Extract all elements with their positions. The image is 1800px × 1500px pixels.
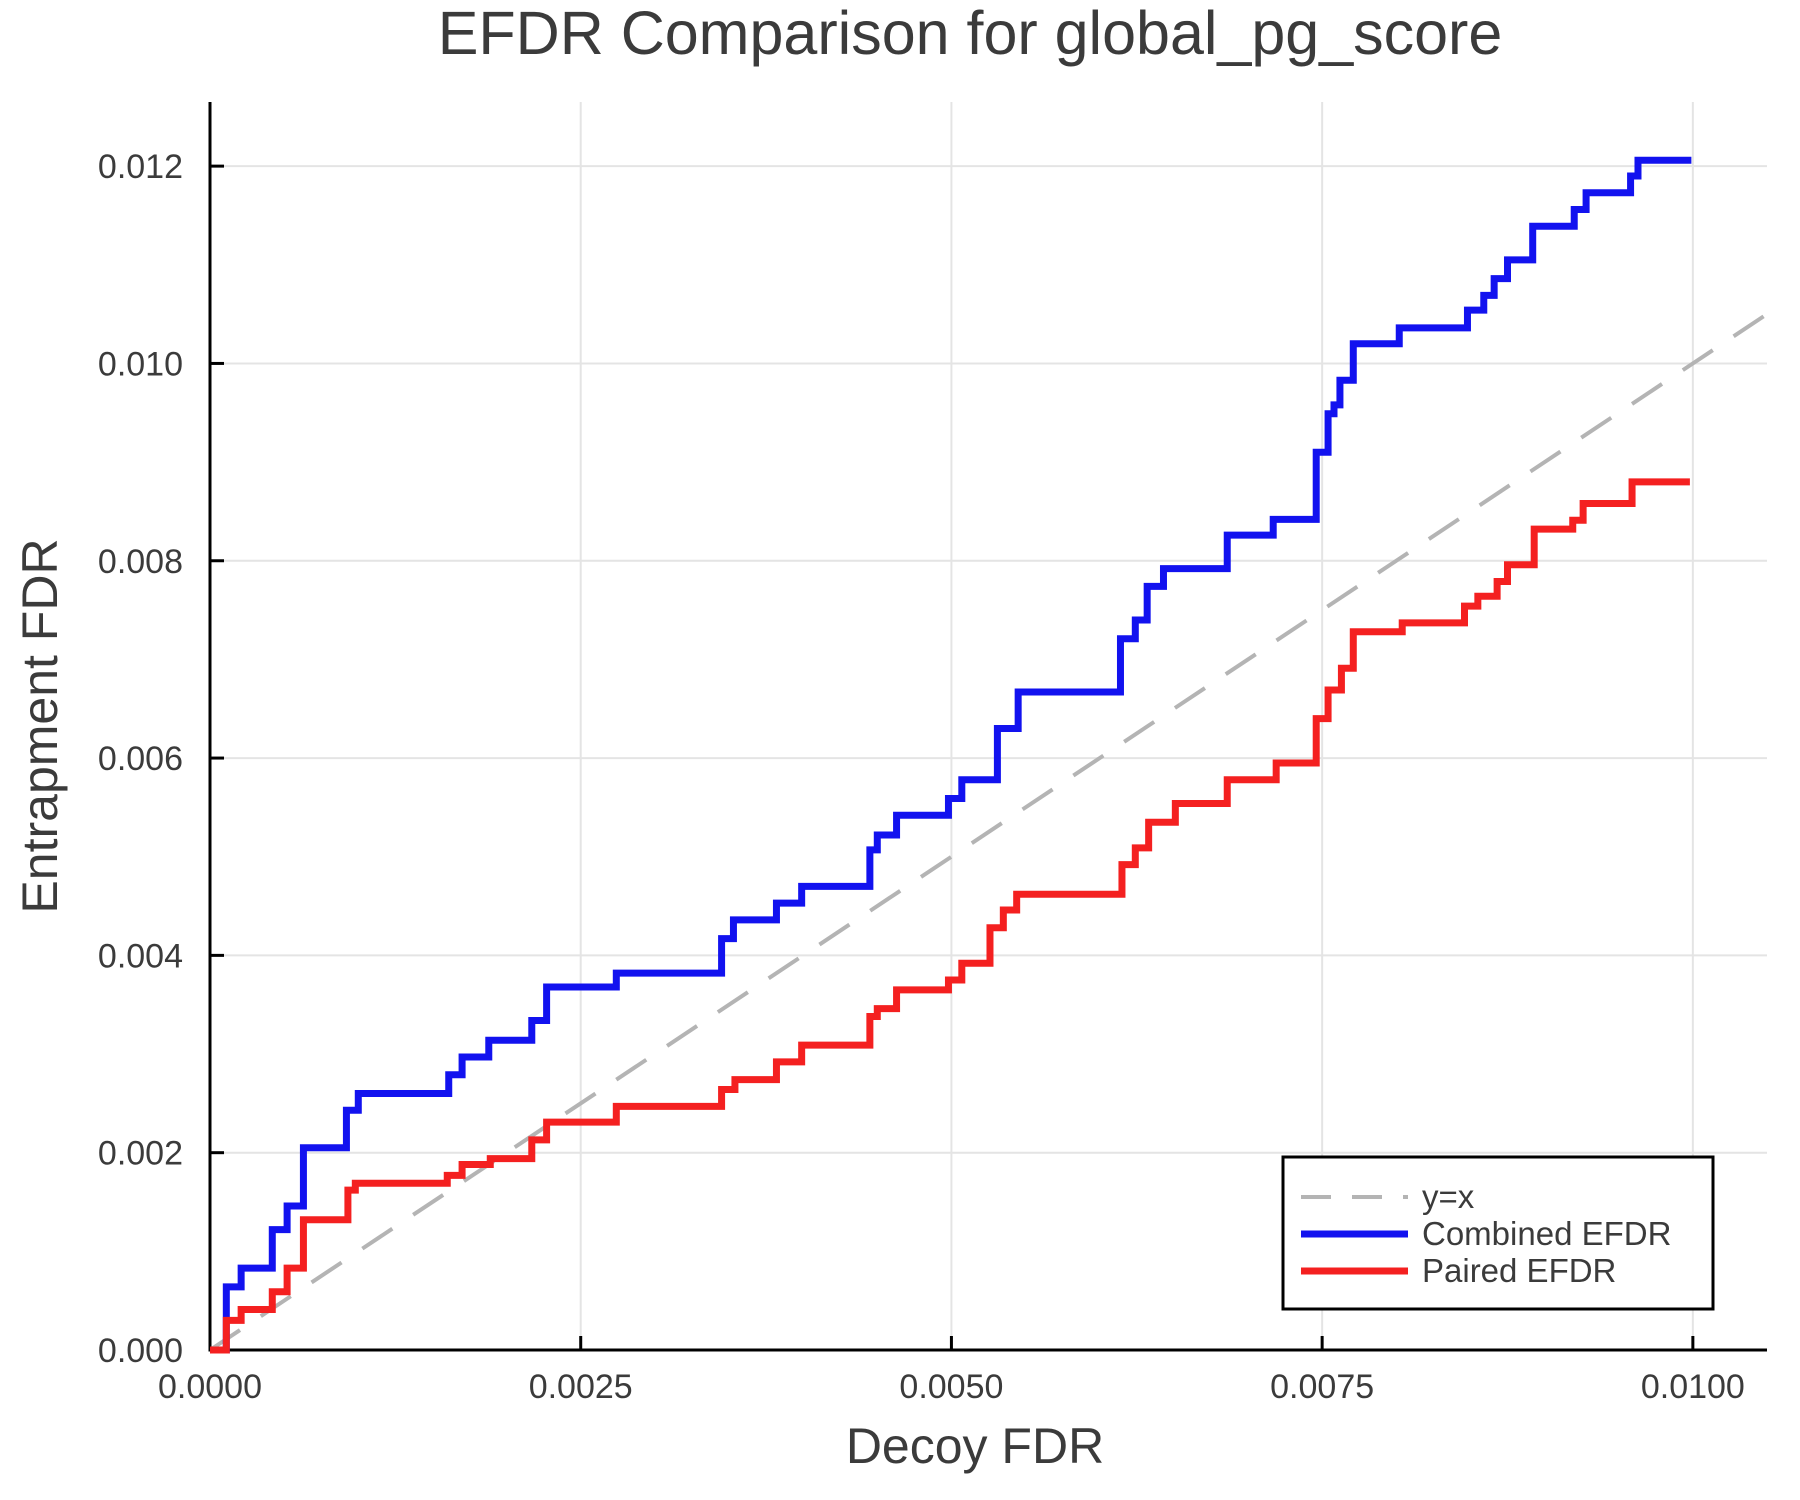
y-tick-label: 0.010 xyxy=(98,345,183,383)
chart-title: EFDR Comparison for global_pg_score xyxy=(438,0,1503,67)
legend-entry-label: Paired EFDR xyxy=(1422,1252,1616,1289)
legend-entry-label: Combined EFDR xyxy=(1422,1215,1671,1252)
y-tick-label: 0.000 xyxy=(98,1332,183,1370)
x-axis-label: Decoy FDR xyxy=(846,1418,1104,1474)
combined-efdr-curve xyxy=(210,156,1692,1354)
legend-entry-label: y=x xyxy=(1422,1178,1475,1215)
data-series xyxy=(210,156,1692,1354)
y-tick-label: 0.002 xyxy=(98,1135,183,1173)
y-tick-label: 0.008 xyxy=(98,543,183,581)
y-equals-x-dashed-line xyxy=(208,312,1769,1352)
x-tick-label: 0.0075 xyxy=(1270,1368,1374,1406)
y-tick-label: 0.004 xyxy=(98,937,183,975)
x-tick-label: 0.0000 xyxy=(158,1368,262,1406)
y-tick-label: 0.006 xyxy=(98,740,183,778)
y-equals-x-line xyxy=(208,312,1769,1352)
x-tick-label: 0.0100 xyxy=(1641,1368,1745,1406)
y-axis-label: Entrapment FDR xyxy=(12,538,68,913)
y-tick-label: 0.012 xyxy=(98,148,183,186)
paired-efdr-curve xyxy=(210,478,1690,1354)
x-tick-label: 0.0050 xyxy=(899,1368,1003,1406)
tick-labels: 0.0000 0.0025 0.0050 0.0075 0.0100 0.000 0.002… xyxy=(98,148,1745,1406)
axes-spines-ticks xyxy=(208,102,1767,1352)
x-tick-label: 0.0025 xyxy=(529,1368,633,1406)
